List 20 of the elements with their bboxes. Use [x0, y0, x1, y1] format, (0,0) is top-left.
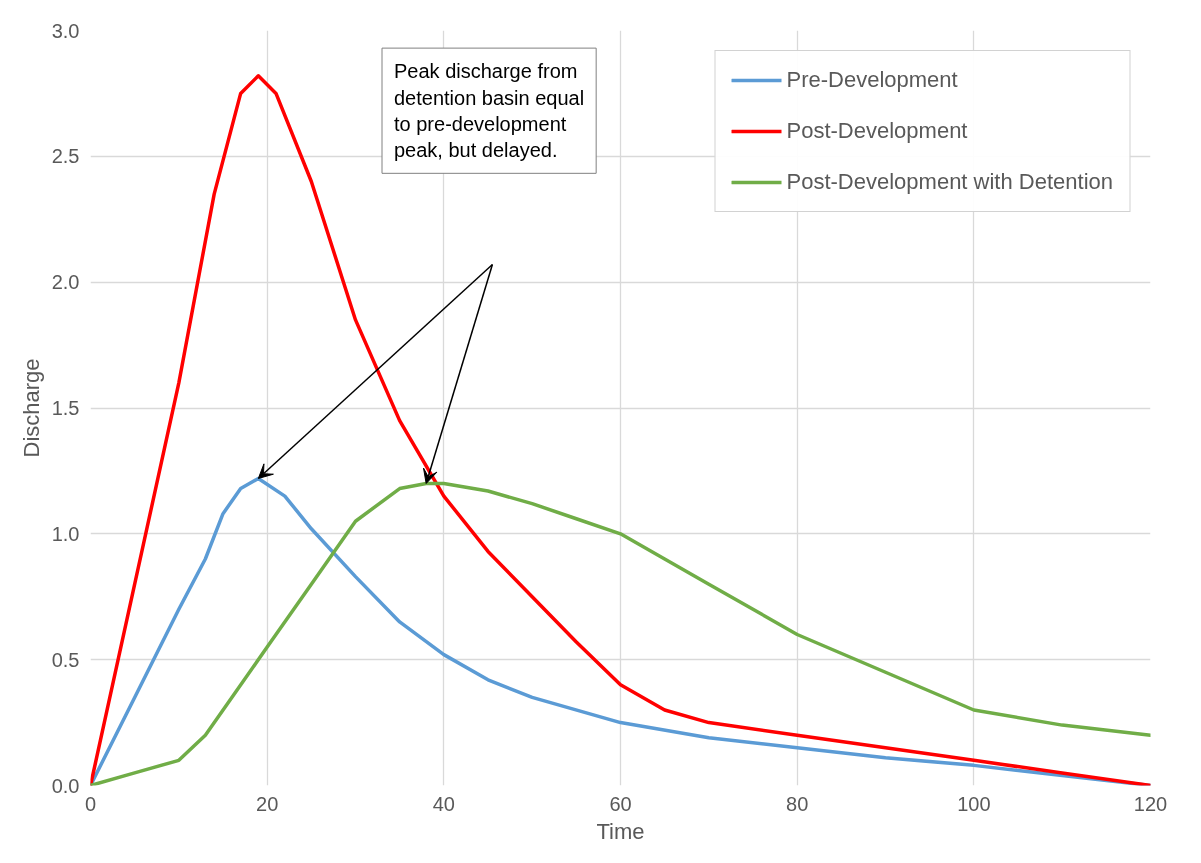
x-tick-label: 0: [84, 792, 97, 815]
y-tick-label: 1.5: [51, 397, 80, 419]
y-tick-label: 2.5: [51, 145, 80, 168]
y-axis-title: Discharge: [18, 358, 44, 458]
legend-label: Post-Development: [786, 118, 968, 144]
y-tick-label: 3.0: [51, 19, 80, 42]
x-tick-label: 40: [432, 792, 455, 815]
x-axis-title: Time: [596, 818, 645, 844]
annotation: Peak discharge from detention basin equal to pre-development peak, but delayed.: [394, 60, 585, 162]
y-tick-label: 0.5: [51, 648, 80, 671]
x-tick-label: 20: [256, 792, 279, 815]
y-tick-label: 1.0: [51, 522, 80, 545]
x-tick-label: 60: [609, 792, 632, 815]
x-tick-label: 80: [786, 792, 809, 815]
y-tick-label: 2.0: [51, 271, 80, 294]
x-tick-label: 100: [957, 792, 991, 815]
x-tick-label: 120: [1133, 792, 1168, 815]
y-tick-label: 0.0: [51, 774, 80, 797]
legend-label: Post-Development with Detention: [786, 169, 1113, 195]
legend-label: Pre-Development: [786, 67, 958, 93]
